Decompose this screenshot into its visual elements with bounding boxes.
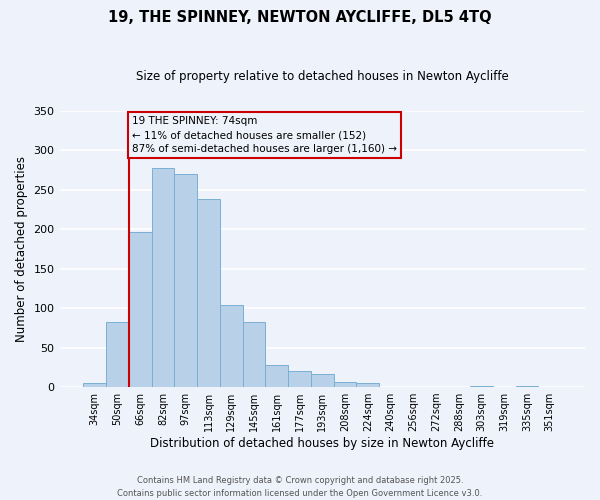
Bar — [334, 382, 356, 387]
Bar — [311, 374, 334, 387]
Bar — [197, 199, 220, 387]
Text: Contains HM Land Registry data © Crown copyright and database right 2025.
Contai: Contains HM Land Registry data © Crown c… — [118, 476, 482, 498]
Bar — [356, 383, 379, 387]
X-axis label: Distribution of detached houses by size in Newton Aycliffe: Distribution of detached houses by size … — [150, 437, 494, 450]
Bar — [106, 322, 129, 387]
Bar — [129, 232, 152, 387]
Bar — [220, 305, 242, 387]
Text: 19, THE SPINNEY, NEWTON AYCLIFFE, DL5 4TQ: 19, THE SPINNEY, NEWTON AYCLIFFE, DL5 4T… — [108, 10, 492, 25]
Y-axis label: Number of detached properties: Number of detached properties — [15, 156, 28, 342]
Bar — [175, 174, 197, 387]
Title: Size of property relative to detached houses in Newton Aycliffe: Size of property relative to detached ho… — [136, 70, 509, 83]
Text: 19 THE SPINNEY: 74sqm
← 11% of detached houses are smaller (152)
87% of semi-det: 19 THE SPINNEY: 74sqm ← 11% of detached … — [133, 116, 397, 154]
Bar — [288, 372, 311, 387]
Bar — [265, 365, 288, 387]
Bar — [470, 386, 493, 387]
Bar — [242, 322, 265, 387]
Bar — [152, 168, 175, 387]
Bar — [83, 383, 106, 387]
Bar — [515, 386, 538, 387]
